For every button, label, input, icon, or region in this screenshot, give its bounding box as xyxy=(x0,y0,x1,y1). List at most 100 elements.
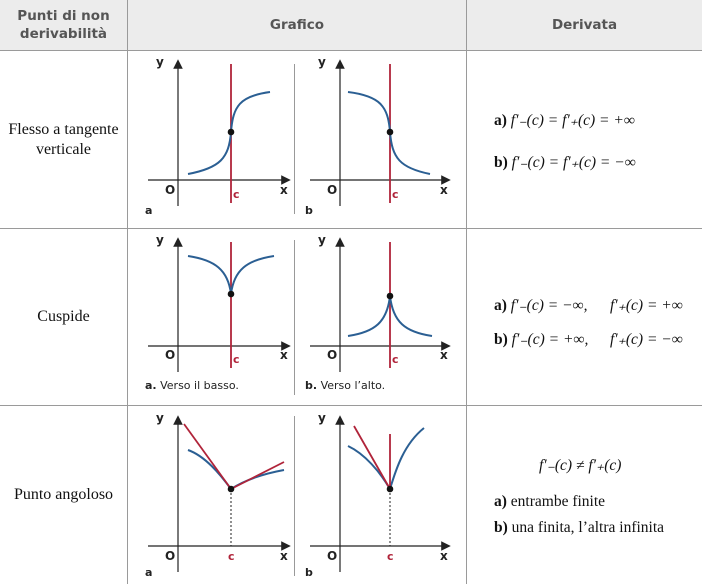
origin-label: O xyxy=(327,549,337,563)
point-c xyxy=(227,128,235,136)
point-c xyxy=(227,290,235,298)
derivative-case-b: b) f′₋(c) = f′₊(c) = −∞ xyxy=(494,153,636,172)
case-formula-left: f′₋(c) = −∞, xyxy=(510,297,588,314)
y-axis-label: y xyxy=(156,411,164,425)
column-divider xyxy=(127,0,128,584)
curve-left xyxy=(187,449,232,490)
row-divider xyxy=(0,50,702,51)
case-tag: b) xyxy=(494,154,508,171)
derivative-cuspide: a) f′₋(c) = −∞, f′₊(c) = +∞ b) f′₋(c) = … xyxy=(467,229,702,405)
c-label: c xyxy=(233,353,240,366)
row-label-cuspide-text: Cuspide xyxy=(37,308,90,325)
origin-label: O xyxy=(327,348,337,362)
y-axis-label: y xyxy=(156,233,164,247)
row-label-cuspide: Cuspide xyxy=(0,229,127,405)
graph-separator xyxy=(294,240,295,395)
curve-right xyxy=(230,469,285,490)
x-axis-label: x xyxy=(280,183,288,197)
x-axis-label: x xyxy=(440,549,448,563)
origin-label: O xyxy=(165,183,175,197)
graph-cuspide-b: y x O c b. Verso l’alto. xyxy=(305,233,451,392)
row-label-angoloso: Punto angoloso xyxy=(0,406,127,584)
point-c xyxy=(227,485,235,493)
curve-left xyxy=(187,255,232,295)
origin-label: O xyxy=(327,183,337,197)
c-label: c xyxy=(387,550,394,563)
row-divider xyxy=(0,405,702,406)
curve-right xyxy=(389,295,433,337)
point-c xyxy=(386,485,394,493)
case-formula: f′₋(c) = f′₊(c) = +∞ xyxy=(510,112,635,129)
case-formula-right: f′₊(c) = +∞ xyxy=(610,297,683,314)
left-tangent xyxy=(353,425,391,490)
left-tangent xyxy=(183,423,232,490)
derivative-case-b-right: f′₊(c) = −∞ xyxy=(610,330,683,349)
graph-flesso-b: y x O c b xyxy=(305,55,451,217)
header-derivative: Derivata xyxy=(467,0,702,50)
header-points-line2: derivabilità xyxy=(19,26,108,42)
graph-separator xyxy=(294,64,295,214)
header-graph: Grafico xyxy=(128,0,466,50)
row-label-flesso-line1: Flesso a tangente xyxy=(8,120,119,138)
x-axis-label: x xyxy=(280,348,288,362)
graph-tag: a. xyxy=(145,379,157,392)
graph-tag: a xyxy=(145,204,152,217)
y-axis-label: y xyxy=(318,411,326,425)
graph-caption: Verso il basso. xyxy=(160,379,239,392)
c-label: c xyxy=(233,188,240,201)
point-c xyxy=(386,128,394,136)
graph-caption-line: b. Verso l’alto. xyxy=(305,379,385,392)
derivative-case-b: b) una finita, l’altra infinita xyxy=(494,519,664,537)
x-axis-label: x xyxy=(440,183,448,197)
x-axis-label: x xyxy=(440,348,448,362)
case-formula: f′₋(c) = f′₊(c) = −∞ xyxy=(511,154,636,171)
header-points-line1: Punti di non xyxy=(17,8,110,24)
derivative-flesso: a) f′₋(c) = f′₊(c) = +∞ b) f′₋(c) = f′₊(… xyxy=(467,51,702,228)
derivative-case-a-right: f′₊(c) = +∞ xyxy=(610,296,683,315)
graph-tag: b. xyxy=(305,379,317,392)
graph-tag: b xyxy=(305,204,313,217)
row-label-angoloso-text: Punto angoloso xyxy=(13,486,114,503)
y-axis-label: y xyxy=(318,55,326,69)
row-label-flesso-line2: verticale xyxy=(35,140,92,158)
case-tag: b) xyxy=(494,331,508,348)
c-label: c xyxy=(228,550,235,563)
curve-right xyxy=(230,255,275,295)
derivative-case-a: a) entrambe finite xyxy=(494,493,605,511)
curve-right xyxy=(389,427,425,490)
case-tag: a) xyxy=(494,112,507,129)
case-tag: b) xyxy=(494,519,508,536)
y-axis-label: y xyxy=(318,233,326,247)
graph-caption: Verso l’alto. xyxy=(321,379,386,392)
curve-left xyxy=(347,295,391,337)
column-divider xyxy=(466,0,467,584)
origin-label: O xyxy=(165,549,175,563)
c-label: c xyxy=(392,188,399,201)
y-axis-label: y xyxy=(156,55,164,69)
derivative-case-a: a) f′₋(c) = f′₊(c) = +∞ xyxy=(494,111,635,130)
case-formula-right: f′₊(c) = −∞ xyxy=(610,331,683,348)
graph-tag: a xyxy=(145,566,152,579)
graph-separator xyxy=(294,416,295,576)
c-label: c xyxy=(392,353,399,366)
graph-caption-line: a. Verso il basso. xyxy=(145,379,239,392)
point-c xyxy=(386,292,394,300)
case-formula-left: f′₋(c) = +∞, xyxy=(511,331,589,348)
main-formula: f′₋(c) ≠ f′₊(c) xyxy=(539,457,622,474)
derivative-case-a: a) f′₋(c) = −∞, xyxy=(494,296,587,315)
derivative-angoloso: f′₋(c) ≠ f′₊(c) a) entrambe finite b) un… xyxy=(467,406,702,584)
header-points: Punti di non derivabilità xyxy=(0,0,127,50)
case-text: entrambe finite xyxy=(510,493,606,510)
graph-cuspide-a: y x O c a. Verso il basso. xyxy=(145,233,291,392)
derivative-main: f′₋(c) ≠ f′₊(c) xyxy=(539,456,621,475)
graph-angoloso-a: y x O c a xyxy=(145,411,291,579)
x-axis-label: x xyxy=(280,549,288,563)
graph-angoloso-b: y x O c b xyxy=(305,411,451,579)
origin-label: O xyxy=(165,348,175,362)
right-tangent xyxy=(230,461,285,490)
row-divider xyxy=(0,228,702,229)
graph-tag: b xyxy=(305,566,313,579)
case-tag: a) xyxy=(494,493,507,510)
derivative-case-b: b) f′₋(c) = +∞, xyxy=(494,330,588,349)
